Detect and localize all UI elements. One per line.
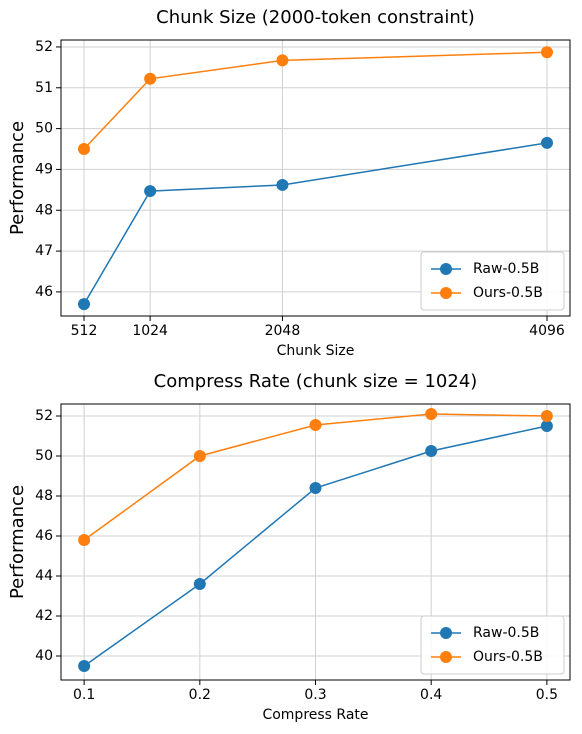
data-point bbox=[78, 534, 91, 546]
data-point bbox=[541, 136, 554, 149]
legend-marker bbox=[440, 651, 452, 663]
data-point bbox=[541, 46, 554, 59]
y-tick-label: 46 bbox=[35, 528, 53, 544]
y-tick-label: 51 bbox=[35, 80, 53, 96]
legend-marker bbox=[440, 263, 452, 275]
legend-box bbox=[420, 251, 565, 311]
data-point bbox=[309, 482, 322, 494]
y-tick-label: 40 bbox=[35, 648, 53, 664]
legend-marker bbox=[440, 287, 452, 299]
x-tick-label: 4096 bbox=[529, 323, 565, 339]
y-tick-label: 46 bbox=[35, 284, 53, 300]
x-axis-label: Compress Rate bbox=[262, 707, 368, 723]
y-tick-label: 47 bbox=[35, 243, 53, 259]
legend-label: Ours-0.5B bbox=[473, 285, 543, 301]
y-tick-label: 42 bbox=[35, 608, 53, 624]
legend-label: Raw-0.5B bbox=[473, 625, 539, 641]
data-point bbox=[144, 185, 157, 198]
data-point bbox=[276, 178, 289, 191]
x-tick-label: 0.4 bbox=[420, 687, 442, 703]
y-tick-label: 49 bbox=[35, 161, 53, 177]
data-point bbox=[77, 298, 90, 311]
data-point bbox=[540, 410, 553, 422]
y-tick-label: 48 bbox=[35, 202, 53, 218]
y-axis-label: Performance bbox=[7, 485, 28, 599]
x-tick-label: 0.3 bbox=[304, 687, 326, 703]
legend-label: Raw-0.5B bbox=[473, 261, 539, 277]
y-tick-label: 50 bbox=[35, 121, 53, 137]
data-point bbox=[309, 419, 322, 431]
data-point bbox=[425, 445, 438, 457]
data-point bbox=[193, 578, 206, 590]
data-point bbox=[144, 72, 157, 85]
x-tick-label: 512 bbox=[71, 323, 98, 339]
data-point bbox=[540, 420, 553, 432]
y-tick-label: 52 bbox=[35, 39, 53, 55]
plot-frame bbox=[60, 403, 571, 681]
y-tick-label: 52 bbox=[35, 408, 53, 424]
data-point bbox=[77, 143, 90, 156]
chart-title: Compress Rate (chunk size = 1024) bbox=[154, 371, 478, 392]
legend-label: Ours-0.5B bbox=[473, 649, 543, 665]
series-line bbox=[83, 142, 548, 305]
plot-frame bbox=[60, 39, 571, 317]
x-tick-label: 0.1 bbox=[73, 687, 95, 703]
x-axis-label: Chunk Size bbox=[277, 343, 355, 359]
x-tick-label: 1024 bbox=[132, 323, 168, 339]
data-point bbox=[78, 660, 91, 672]
data-point bbox=[276, 54, 289, 67]
legend-marker bbox=[440, 627, 452, 639]
data-point bbox=[425, 408, 438, 420]
y-axis-label: Performance bbox=[7, 121, 28, 235]
x-tick-label: 0.2 bbox=[189, 687, 211, 703]
chart-title: Chunk Size (2000-token constraint) bbox=[156, 7, 475, 28]
y-tick-label: 48 bbox=[35, 488, 53, 504]
y-tick-label: 50 bbox=[35, 448, 53, 464]
x-tick-label: 0.5 bbox=[536, 687, 558, 703]
series-line bbox=[83, 51, 548, 150]
legend-box bbox=[420, 615, 565, 675]
y-tick-label: 44 bbox=[35, 568, 53, 584]
x-tick-label: 2048 bbox=[265, 323, 301, 339]
data-point bbox=[193, 450, 206, 462]
